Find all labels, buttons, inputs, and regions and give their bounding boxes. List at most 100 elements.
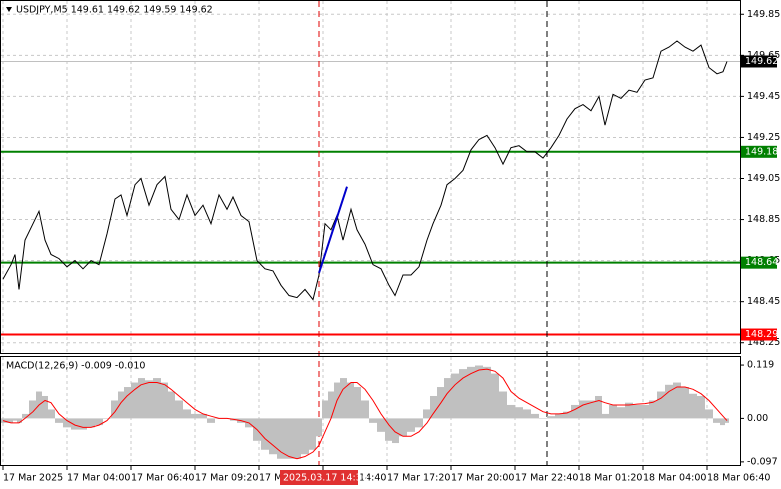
macd-bar bbox=[55, 418, 63, 423]
x-tick-label: 18 Mar 06:40 bbox=[707, 473, 770, 484]
macd-bar bbox=[361, 400, 369, 419]
macd-bar bbox=[42, 395, 48, 419]
macd-bar bbox=[407, 418, 415, 432]
macd-bar bbox=[111, 400, 118, 419]
level-label: 149.18 bbox=[745, 146, 778, 157]
level-label-bg bbox=[741, 256, 777, 269]
macd-bar bbox=[79, 418, 87, 430]
macd-bar bbox=[103, 418, 111, 419]
macd-bar bbox=[713, 418, 720, 423]
macd-bar bbox=[491, 373, 499, 419]
macd-bar bbox=[191, 413, 199, 419]
macd-bar bbox=[377, 418, 385, 432]
macd-pane-frame bbox=[0, 356, 741, 466]
y-tick-label: 0.119 bbox=[747, 360, 774, 371]
macd-bar bbox=[293, 418, 301, 459]
macd-bar bbox=[207, 418, 215, 423]
y-tick-label: 149.05 bbox=[747, 173, 780, 184]
macd-bar bbox=[697, 395, 705, 419]
y-tick-label: 149.65 bbox=[747, 50, 780, 61]
axis: 17 Mar 2025 17 Mar 04:00 17 Mar 06:40 17 Ma… bbox=[2, 9, 780, 485]
macd-bar bbox=[118, 391, 124, 419]
macd-bar bbox=[633, 404, 641, 419]
collapse-triangle[interactable] bbox=[6, 7, 12, 12]
macd-bar bbox=[392, 418, 399, 444]
macd-bar bbox=[48, 409, 55, 419]
macd-bar bbox=[71, 418, 79, 430]
x-tick-label: 17 Mar 20:00 bbox=[451, 473, 514, 484]
macd-bar bbox=[673, 382, 681, 419]
level-label: 148.64 bbox=[745, 257, 778, 268]
macd-bar bbox=[261, 418, 269, 450]
macd-bar bbox=[444, 378, 451, 419]
macd-bar bbox=[587, 400, 595, 419]
macd-bar bbox=[399, 418, 407, 437]
price-line bbox=[2, 40, 728, 301]
macd-bar bbox=[385, 418, 392, 441]
macd-bar bbox=[665, 384, 673, 419]
macd-bar bbox=[641, 404, 649, 419]
current-price-label: 149.62 bbox=[745, 56, 778, 67]
macd-bar bbox=[63, 418, 71, 428]
x-tick-label: 17 Mar 2025 bbox=[3, 473, 63, 484]
macd-bar bbox=[340, 378, 347, 419]
macd-bar bbox=[475, 365, 483, 419]
macd-bar bbox=[95, 418, 103, 426]
level-label: 148.29 bbox=[745, 329, 778, 340]
chart-title: USDJPY,M5 149.61 149.62 149.59 149.62 bbox=[16, 5, 213, 16]
macd-bar bbox=[595, 395, 602, 419]
macd-bar bbox=[689, 393, 697, 419]
macd-bar bbox=[269, 418, 277, 455]
x-tick-label: 18 Mar 04:00 bbox=[643, 473, 706, 484]
macd-bar bbox=[301, 418, 309, 455]
macd-bar bbox=[285, 418, 293, 459]
macd-bar bbox=[153, 378, 161, 419]
macd-bar bbox=[22, 413, 29, 419]
macd-bar bbox=[467, 366, 475, 419]
macd-bar bbox=[369, 418, 377, 423]
marks bbox=[1, 1, 740, 465]
current-price-label-bg bbox=[741, 55, 777, 68]
macd-bar bbox=[451, 373, 459, 419]
macd-bar bbox=[29, 400, 36, 419]
macd-bar bbox=[720, 418, 725, 426]
macd-bar bbox=[309, 418, 316, 450]
y-tick-label: 148.25 bbox=[747, 337, 780, 348]
macd-bar bbox=[138, 378, 145, 419]
price-pane-frame bbox=[0, 0, 741, 354]
macd-bar bbox=[459, 369, 467, 419]
level-label-bg bbox=[741, 328, 777, 341]
macd-bar bbox=[347, 382, 354, 419]
macd-bar bbox=[322, 400, 328, 419]
trend-line bbox=[318, 186, 348, 274]
macd-bar bbox=[17, 418, 22, 423]
macd-bar bbox=[13, 418, 17, 421]
macd-bar bbox=[430, 395, 437, 419]
x-tick-label: 17 Mar 22:40 bbox=[515, 473, 578, 484]
x-tick-label: 17 Mar 06:40 bbox=[131, 473, 194, 484]
macd-bar bbox=[555, 413, 563, 419]
macd-bar bbox=[7, 418, 13, 423]
y-tick-label: 149.25 bbox=[747, 132, 780, 143]
signal-line bbox=[2, 368, 728, 460]
macd-bar bbox=[507, 404, 515, 419]
macd-bar bbox=[617, 407, 625, 419]
macd-bar bbox=[547, 416, 555, 419]
x-tick-label: 17 Mar 17:20 bbox=[387, 473, 450, 484]
macd-bar bbox=[423, 409, 430, 419]
macd-bar bbox=[705, 409, 713, 419]
macd-bar bbox=[354, 387, 361, 419]
macd-bar bbox=[483, 366, 491, 419]
macd-bar bbox=[183, 409, 191, 419]
x-tick-label: 18 Mar 01:20 bbox=[579, 473, 642, 484]
macd-bar bbox=[168, 391, 175, 419]
macd-bar bbox=[539, 418, 547, 419]
cursor-label-bg bbox=[280, 470, 358, 485]
macd-bar bbox=[609, 404, 617, 419]
y-tick-label: -0.097 bbox=[747, 456, 778, 467]
macd-bar bbox=[277, 418, 285, 459]
macd-bar bbox=[571, 404, 579, 419]
macd-bar bbox=[649, 400, 657, 419]
